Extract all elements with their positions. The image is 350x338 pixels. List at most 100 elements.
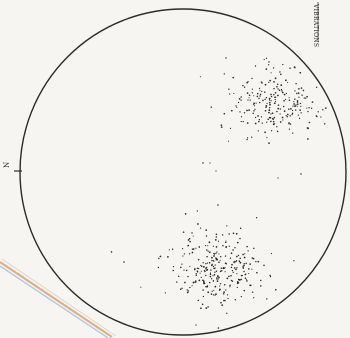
pole-point [225, 240, 227, 242]
pole-point [300, 112, 302, 114]
pole-point [209, 272, 212, 274]
pole-point [235, 260, 237, 263]
pole-point [210, 293, 213, 295]
pole-point [257, 260, 260, 263]
pole-point [214, 239, 217, 241]
pole-point [195, 324, 197, 326]
pole-point [172, 265, 175, 268]
pole-point [246, 137, 249, 139]
pole-point [236, 260, 238, 262]
pole-point [268, 61, 270, 63]
pole-point [200, 270, 202, 272]
pole-point [222, 245, 224, 247]
pole-point [293, 103, 295, 105]
pole-point [271, 117, 274, 120]
pole-point [279, 71, 281, 73]
pole-point [277, 130, 279, 133]
pole-point [260, 116, 263, 118]
pole-point [223, 291, 225, 293]
pole-point [223, 284, 226, 286]
pole-point [243, 256, 246, 259]
pole-point [226, 294, 229, 296]
pole-point [207, 250, 209, 252]
pole-point [246, 122, 249, 124]
pole-point [270, 72, 272, 74]
pole-point [310, 107, 313, 109]
pole-point [226, 225, 228, 227]
pole-point [251, 92, 253, 94]
pole-point [219, 285, 221, 287]
pole-point [197, 267, 200, 270]
pole-point [296, 105, 298, 107]
pole-point [243, 86, 246, 88]
corner-label: VIBRATIONS [312, 3, 319, 47]
pole-point [230, 109, 233, 112]
pole-point [217, 278, 219, 280]
pole-point [228, 233, 230, 235]
pole-point [277, 107, 280, 110]
pole-point [207, 291, 210, 294]
pole-point [195, 274, 198, 276]
pole-point [210, 264, 213, 267]
pole-point [265, 105, 268, 107]
pole-point [228, 88, 230, 90]
pole-point [256, 271, 258, 274]
pole-point [191, 232, 193, 234]
pole-point [288, 99, 291, 101]
pole-point [215, 257, 217, 259]
pole-point [237, 254, 240, 257]
pole-point [270, 113, 272, 115]
pole-point [259, 95, 261, 97]
pole-point [192, 248, 195, 250]
pole-point [267, 118, 269, 121]
pole-point [221, 234, 224, 236]
pole-point [230, 252, 233, 255]
pole-point [234, 298, 237, 301]
pole-point [251, 268, 253, 270]
pole-point [232, 249, 234, 251]
pole-point [196, 267, 198, 269]
pole-point [195, 280, 197, 282]
pole-point [196, 270, 199, 272]
pole-point [249, 263, 251, 265]
pole-point [194, 281, 196, 283]
pole-point [262, 99, 264, 102]
pole-point [198, 279, 201, 282]
pole-point [193, 268, 196, 271]
pole-point [212, 294, 215, 296]
pole-point [291, 109, 294, 112]
pole-point [280, 88, 283, 91]
pole-point [255, 102, 257, 104]
pole-point [247, 250, 249, 252]
pole-point [299, 71, 302, 74]
pole-point [222, 293, 225, 295]
margin-stroke [0, 258, 117, 338]
pole-point [307, 127, 309, 129]
pole-point [231, 280, 234, 282]
pole-point [291, 112, 294, 114]
pole-point [254, 65, 257, 67]
pole-point [272, 120, 275, 123]
pole-point [294, 90, 296, 92]
pole-point [220, 124, 223, 127]
pole-point [232, 76, 235, 79]
pole-point [264, 91, 266, 93]
pole-point [253, 95, 255, 97]
pole-point [295, 104, 297, 106]
pole-point [229, 93, 231, 95]
pole-point [281, 91, 284, 94]
pole-point [214, 271, 216, 273]
pole-point [213, 273, 216, 276]
pole-point [242, 120, 244, 123]
pole-point [282, 105, 285, 108]
pole-point [280, 73, 282, 76]
pole-point [225, 57, 227, 59]
pole-point [303, 97, 305, 99]
pole-point [232, 271, 234, 273]
pole-point [242, 266, 244, 269]
pole-point [286, 116, 288, 118]
pole-point [252, 257, 255, 260]
pole-point [187, 244, 190, 246]
pole-point [289, 115, 291, 117]
